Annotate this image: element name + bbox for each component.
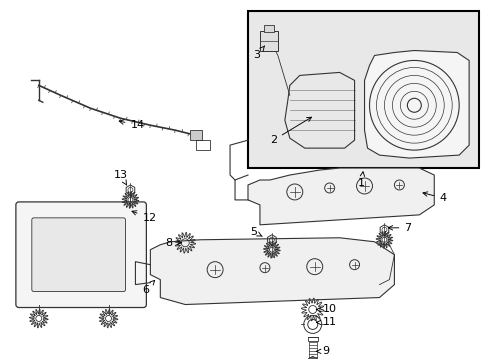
Text: 1: 1 bbox=[357, 172, 365, 188]
Text: 9: 9 bbox=[316, 346, 329, 356]
Text: 7: 7 bbox=[387, 223, 411, 233]
Text: 12: 12 bbox=[132, 211, 156, 223]
Polygon shape bbox=[364, 50, 468, 158]
FancyBboxPatch shape bbox=[16, 202, 146, 307]
Text: 11: 11 bbox=[316, 318, 336, 328]
Polygon shape bbox=[285, 72, 354, 148]
Text: 14: 14 bbox=[119, 120, 144, 130]
Text: 6: 6 bbox=[142, 280, 154, 294]
Bar bbox=[260, 31, 277, 50]
Bar bbox=[247, 11, 478, 168]
FancyBboxPatch shape bbox=[32, 218, 125, 292]
Text: 5: 5 bbox=[249, 227, 262, 237]
Polygon shape bbox=[150, 238, 394, 305]
Text: 3: 3 bbox=[252, 46, 264, 60]
Text: 4: 4 bbox=[422, 192, 446, 203]
Text: 2: 2 bbox=[269, 117, 311, 145]
Text: 13: 13 bbox=[113, 170, 127, 185]
Bar bbox=[190, 130, 202, 140]
Polygon shape bbox=[247, 168, 433, 225]
Bar bbox=[264, 24, 273, 32]
Text: 8: 8 bbox=[165, 238, 181, 248]
Text: 10: 10 bbox=[316, 305, 336, 315]
